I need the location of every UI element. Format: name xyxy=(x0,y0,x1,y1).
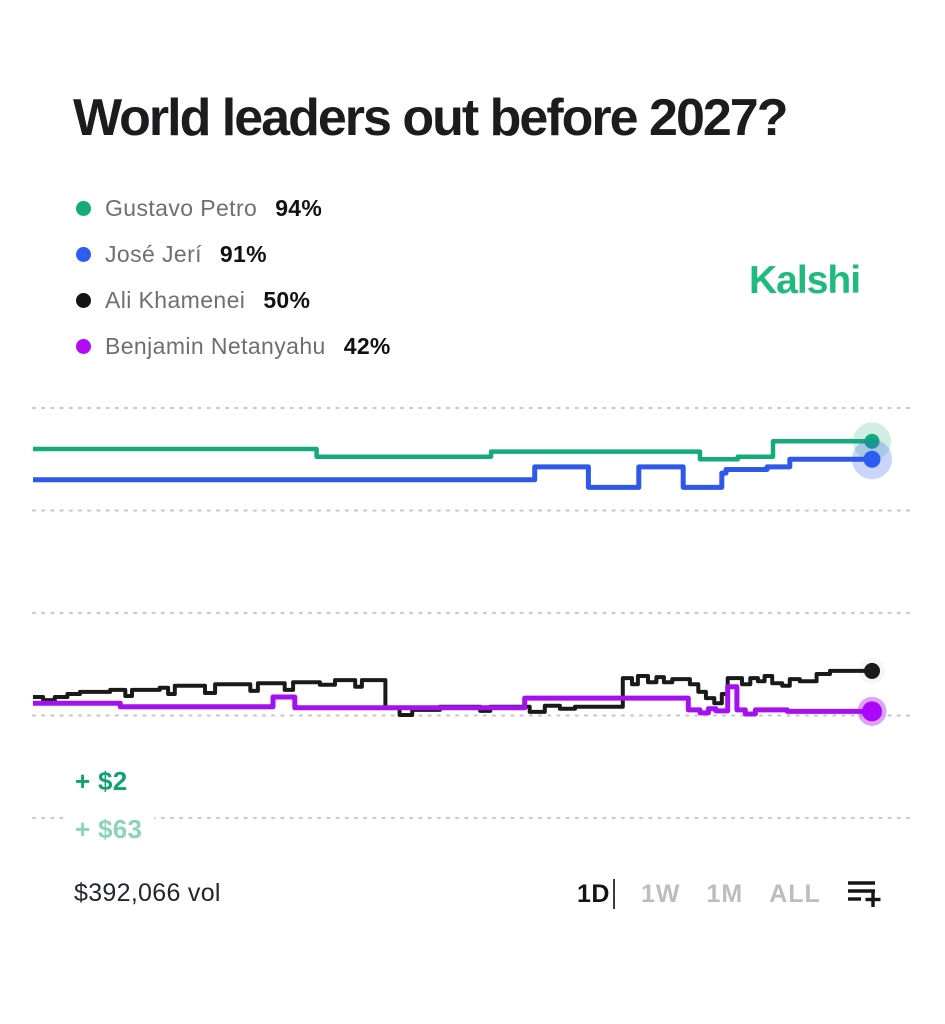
series-endpoint-jose-jeri xyxy=(863,450,881,468)
range-1m[interactable]: 1M xyxy=(706,879,744,908)
chart-gridlines xyxy=(31,406,917,820)
time-range-selector: 1D 1W 1M ALL xyxy=(577,877,883,911)
series-endpoint-gustavo-petro xyxy=(864,433,880,449)
legend-name: Gustavo Petro xyxy=(105,194,258,221)
series-color-dot xyxy=(76,246,91,262)
pnl-primary: + $2 xyxy=(75,766,128,796)
range-1d[interactable]: 1D xyxy=(577,879,610,908)
kalshi-logo: Kalshi xyxy=(749,259,861,302)
cursor-caret xyxy=(612,879,615,909)
series-endpoint-benjamin-netanyahu xyxy=(862,701,882,722)
legend-name: Benjamin Netanyahu xyxy=(105,332,326,359)
range-1w[interactable]: 1W xyxy=(640,879,681,908)
legend-value: 42% xyxy=(343,332,391,359)
legend: Gustavo Petro 94% José Jerí 91% Ali Kham… xyxy=(76,185,391,369)
legend-name: José Jerí xyxy=(105,240,202,267)
range-all[interactable]: ALL xyxy=(769,879,821,908)
legend-item-gustavo-petro[interactable]: Gustavo Petro 94% xyxy=(76,185,391,231)
series-line-ali-khamenei xyxy=(33,668,872,717)
pnl-secondary: + $63 xyxy=(63,814,155,845)
add-to-watchlist-button[interactable] xyxy=(847,880,883,908)
series-line-jose-jeri xyxy=(33,456,872,490)
series-line-benjamin-netanyahu xyxy=(33,684,872,717)
market-title: World leaders out before 2027? xyxy=(73,89,788,147)
chart-series xyxy=(33,422,892,726)
legend-item-benjamin-netanyahu[interactable]: Benjamin Netanyahu 42% xyxy=(76,323,391,369)
series-line-gustavo-petro xyxy=(33,439,872,462)
legend-item-jose-jeri[interactable]: José Jerí 91% xyxy=(76,231,391,277)
series-endpoint-ali-khamenei xyxy=(864,662,880,679)
volume-label: $392,066 vol xyxy=(74,879,221,907)
legend-value: 94% xyxy=(275,194,323,221)
series-color-dot xyxy=(76,200,91,216)
series-color-dot xyxy=(76,338,91,354)
list-plus-icon xyxy=(847,881,881,907)
legend-item-ali-khamenei[interactable]: Ali Khamenei 50% xyxy=(76,277,391,323)
series-color-dot xyxy=(76,292,91,308)
legend-name: Ali Khamenei xyxy=(105,286,246,313)
legend-value: 91% xyxy=(219,240,267,267)
legend-value: 50% xyxy=(263,286,311,313)
